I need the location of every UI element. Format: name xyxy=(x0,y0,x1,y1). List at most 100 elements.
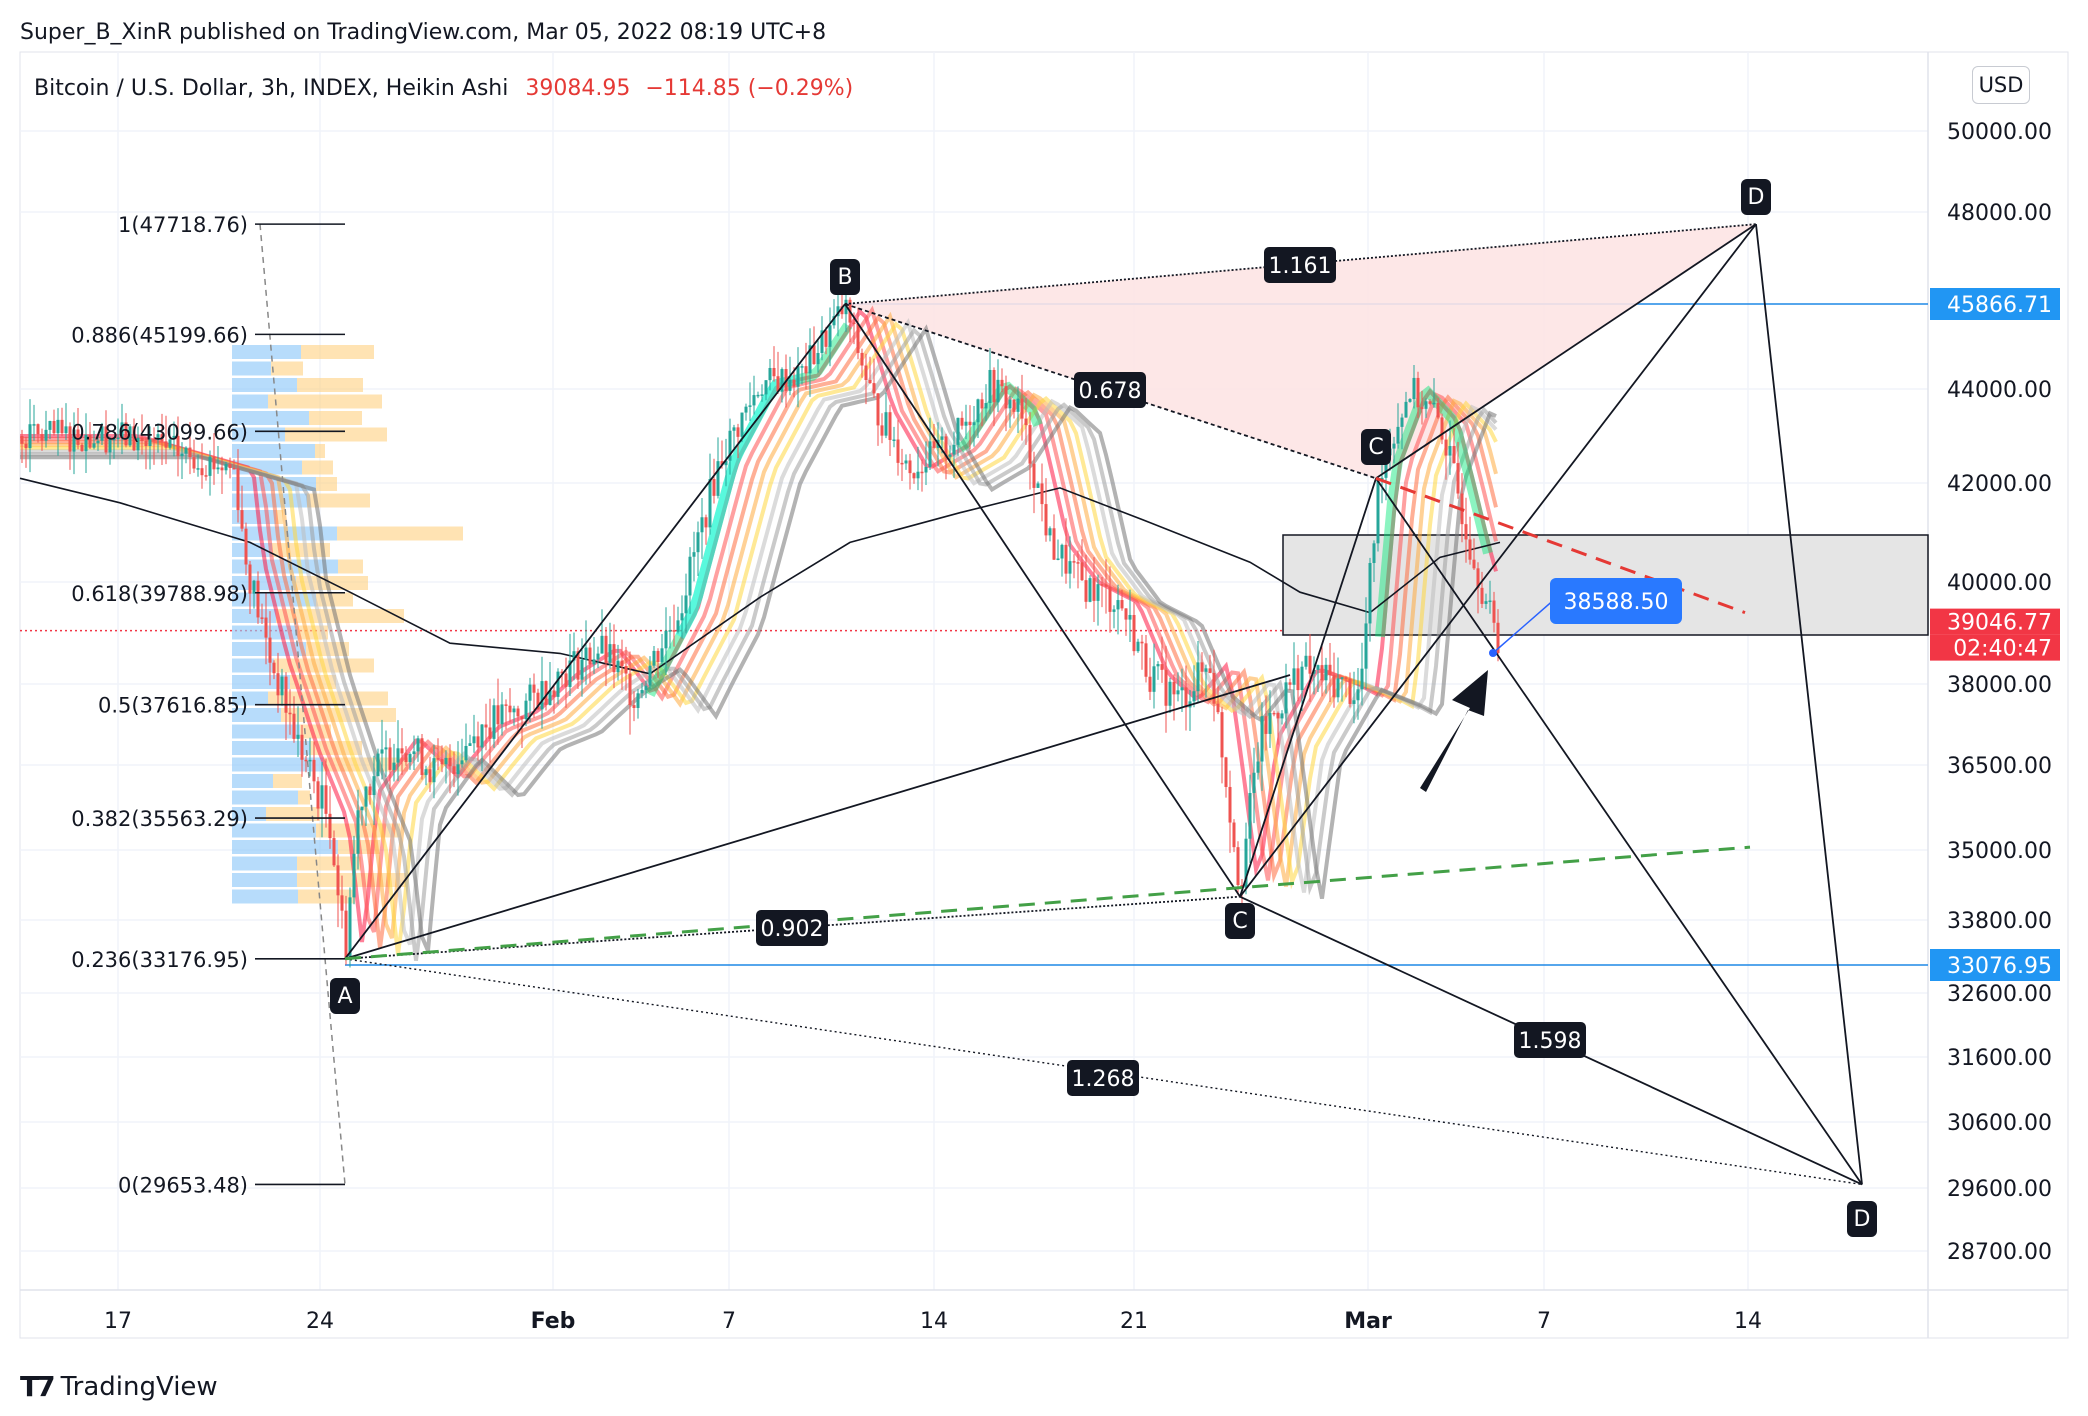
fib-level-label: 0.5(37616.85) xyxy=(98,694,248,718)
candle-body xyxy=(504,704,508,706)
currency-button[interactable]: USD xyxy=(1972,66,2030,104)
candle-body xyxy=(1212,672,1216,704)
candle-body xyxy=(236,468,240,511)
candle-body xyxy=(1120,600,1124,609)
candle-body xyxy=(388,747,392,770)
candle-body xyxy=(188,447,192,458)
candle-body xyxy=(364,786,368,807)
candle-body xyxy=(1364,623,1368,669)
candle-body xyxy=(956,417,960,445)
fib-level-label: 0(29653.48) xyxy=(118,1173,248,1197)
pattern-line xyxy=(344,674,1291,960)
candle-body xyxy=(1344,677,1348,679)
candle-body xyxy=(796,366,800,387)
candle-body xyxy=(536,692,540,710)
volume-bar xyxy=(232,774,273,788)
volume-bar xyxy=(232,411,309,425)
pattern-point-label: D xyxy=(1748,185,1765,210)
volume-bar xyxy=(232,856,297,871)
candle-body xyxy=(80,444,84,452)
candle-body xyxy=(1096,584,1100,601)
ratio-badge xyxy=(1264,247,1336,283)
candle-body xyxy=(628,673,632,706)
y-tick-label: 42000.00 xyxy=(1947,472,2052,497)
candle-body xyxy=(508,705,512,713)
candle-body xyxy=(264,617,268,638)
candle-body xyxy=(284,676,288,713)
candle-body xyxy=(1308,655,1312,674)
candle-body xyxy=(428,769,432,783)
candle-body xyxy=(960,417,964,426)
grid-lines xyxy=(20,52,1928,1290)
candle-body xyxy=(1232,822,1236,848)
pattern-point-badge xyxy=(330,978,360,1014)
candle-body xyxy=(1300,666,1304,691)
candle-body xyxy=(808,345,812,374)
candle-body xyxy=(1004,386,1008,409)
candle-body xyxy=(1036,483,1040,488)
candle-body xyxy=(1288,682,1292,685)
candle-body xyxy=(1416,377,1420,408)
candle-body xyxy=(1048,528,1052,536)
candle-body xyxy=(32,424,36,426)
candle-body xyxy=(912,473,916,479)
candle-body xyxy=(112,438,116,441)
candle-body xyxy=(120,422,124,438)
candle-body xyxy=(1480,587,1484,604)
candle-body xyxy=(812,345,816,365)
candle-body xyxy=(272,662,276,674)
candle-body xyxy=(1268,712,1272,734)
candle-body xyxy=(192,457,196,469)
candle-body xyxy=(712,479,716,496)
candle-body xyxy=(1328,664,1332,676)
candle-body xyxy=(1160,664,1164,670)
pattern-line xyxy=(844,303,1377,480)
candle-body xyxy=(572,651,576,661)
candle-body xyxy=(520,716,524,719)
candle-body xyxy=(764,380,768,395)
candle-body xyxy=(196,468,200,470)
candle-body xyxy=(940,436,944,440)
candle-body xyxy=(560,671,564,674)
volume-bar xyxy=(297,856,361,871)
candle-body xyxy=(648,665,652,686)
volume-bar xyxy=(232,840,338,854)
candle-body xyxy=(20,436,24,444)
y-tick-label: 31600.00 xyxy=(1947,1046,2052,1071)
candle-body xyxy=(656,650,660,662)
candle-body xyxy=(204,475,208,477)
candles xyxy=(20,292,1500,968)
candle-body xyxy=(1236,847,1240,886)
candle-body xyxy=(144,440,148,447)
candle-body xyxy=(524,700,528,719)
candle-body xyxy=(1092,578,1096,601)
candle-body xyxy=(240,510,244,529)
price-axis-badge xyxy=(1930,608,2060,635)
candle-body xyxy=(1464,524,1468,540)
candle-body xyxy=(740,412,744,437)
x-tick-label: 14 xyxy=(1734,1309,1762,1334)
callout-anchor-dot xyxy=(1489,649,1497,657)
candle-body xyxy=(576,651,580,680)
candle-body xyxy=(1280,713,1284,719)
candle-body xyxy=(376,753,380,777)
candle-body xyxy=(828,325,832,347)
candle-body xyxy=(372,776,376,796)
candle-body xyxy=(288,712,292,715)
candle-body xyxy=(472,736,476,744)
candle-body xyxy=(1020,398,1024,419)
candle-body xyxy=(868,380,872,384)
candle-body xyxy=(500,704,504,725)
candle-body xyxy=(212,456,216,470)
candle-body xyxy=(676,620,680,632)
price-change: −114.85 (−0.29%) xyxy=(645,76,854,101)
volume-bar xyxy=(232,741,310,755)
volume-bar xyxy=(232,708,281,722)
pattern-line xyxy=(1239,223,1757,898)
candle-body xyxy=(276,673,280,696)
candle-body xyxy=(632,705,636,708)
candle-body xyxy=(644,685,648,690)
candle-body xyxy=(408,754,412,763)
candle-body xyxy=(1080,562,1084,581)
